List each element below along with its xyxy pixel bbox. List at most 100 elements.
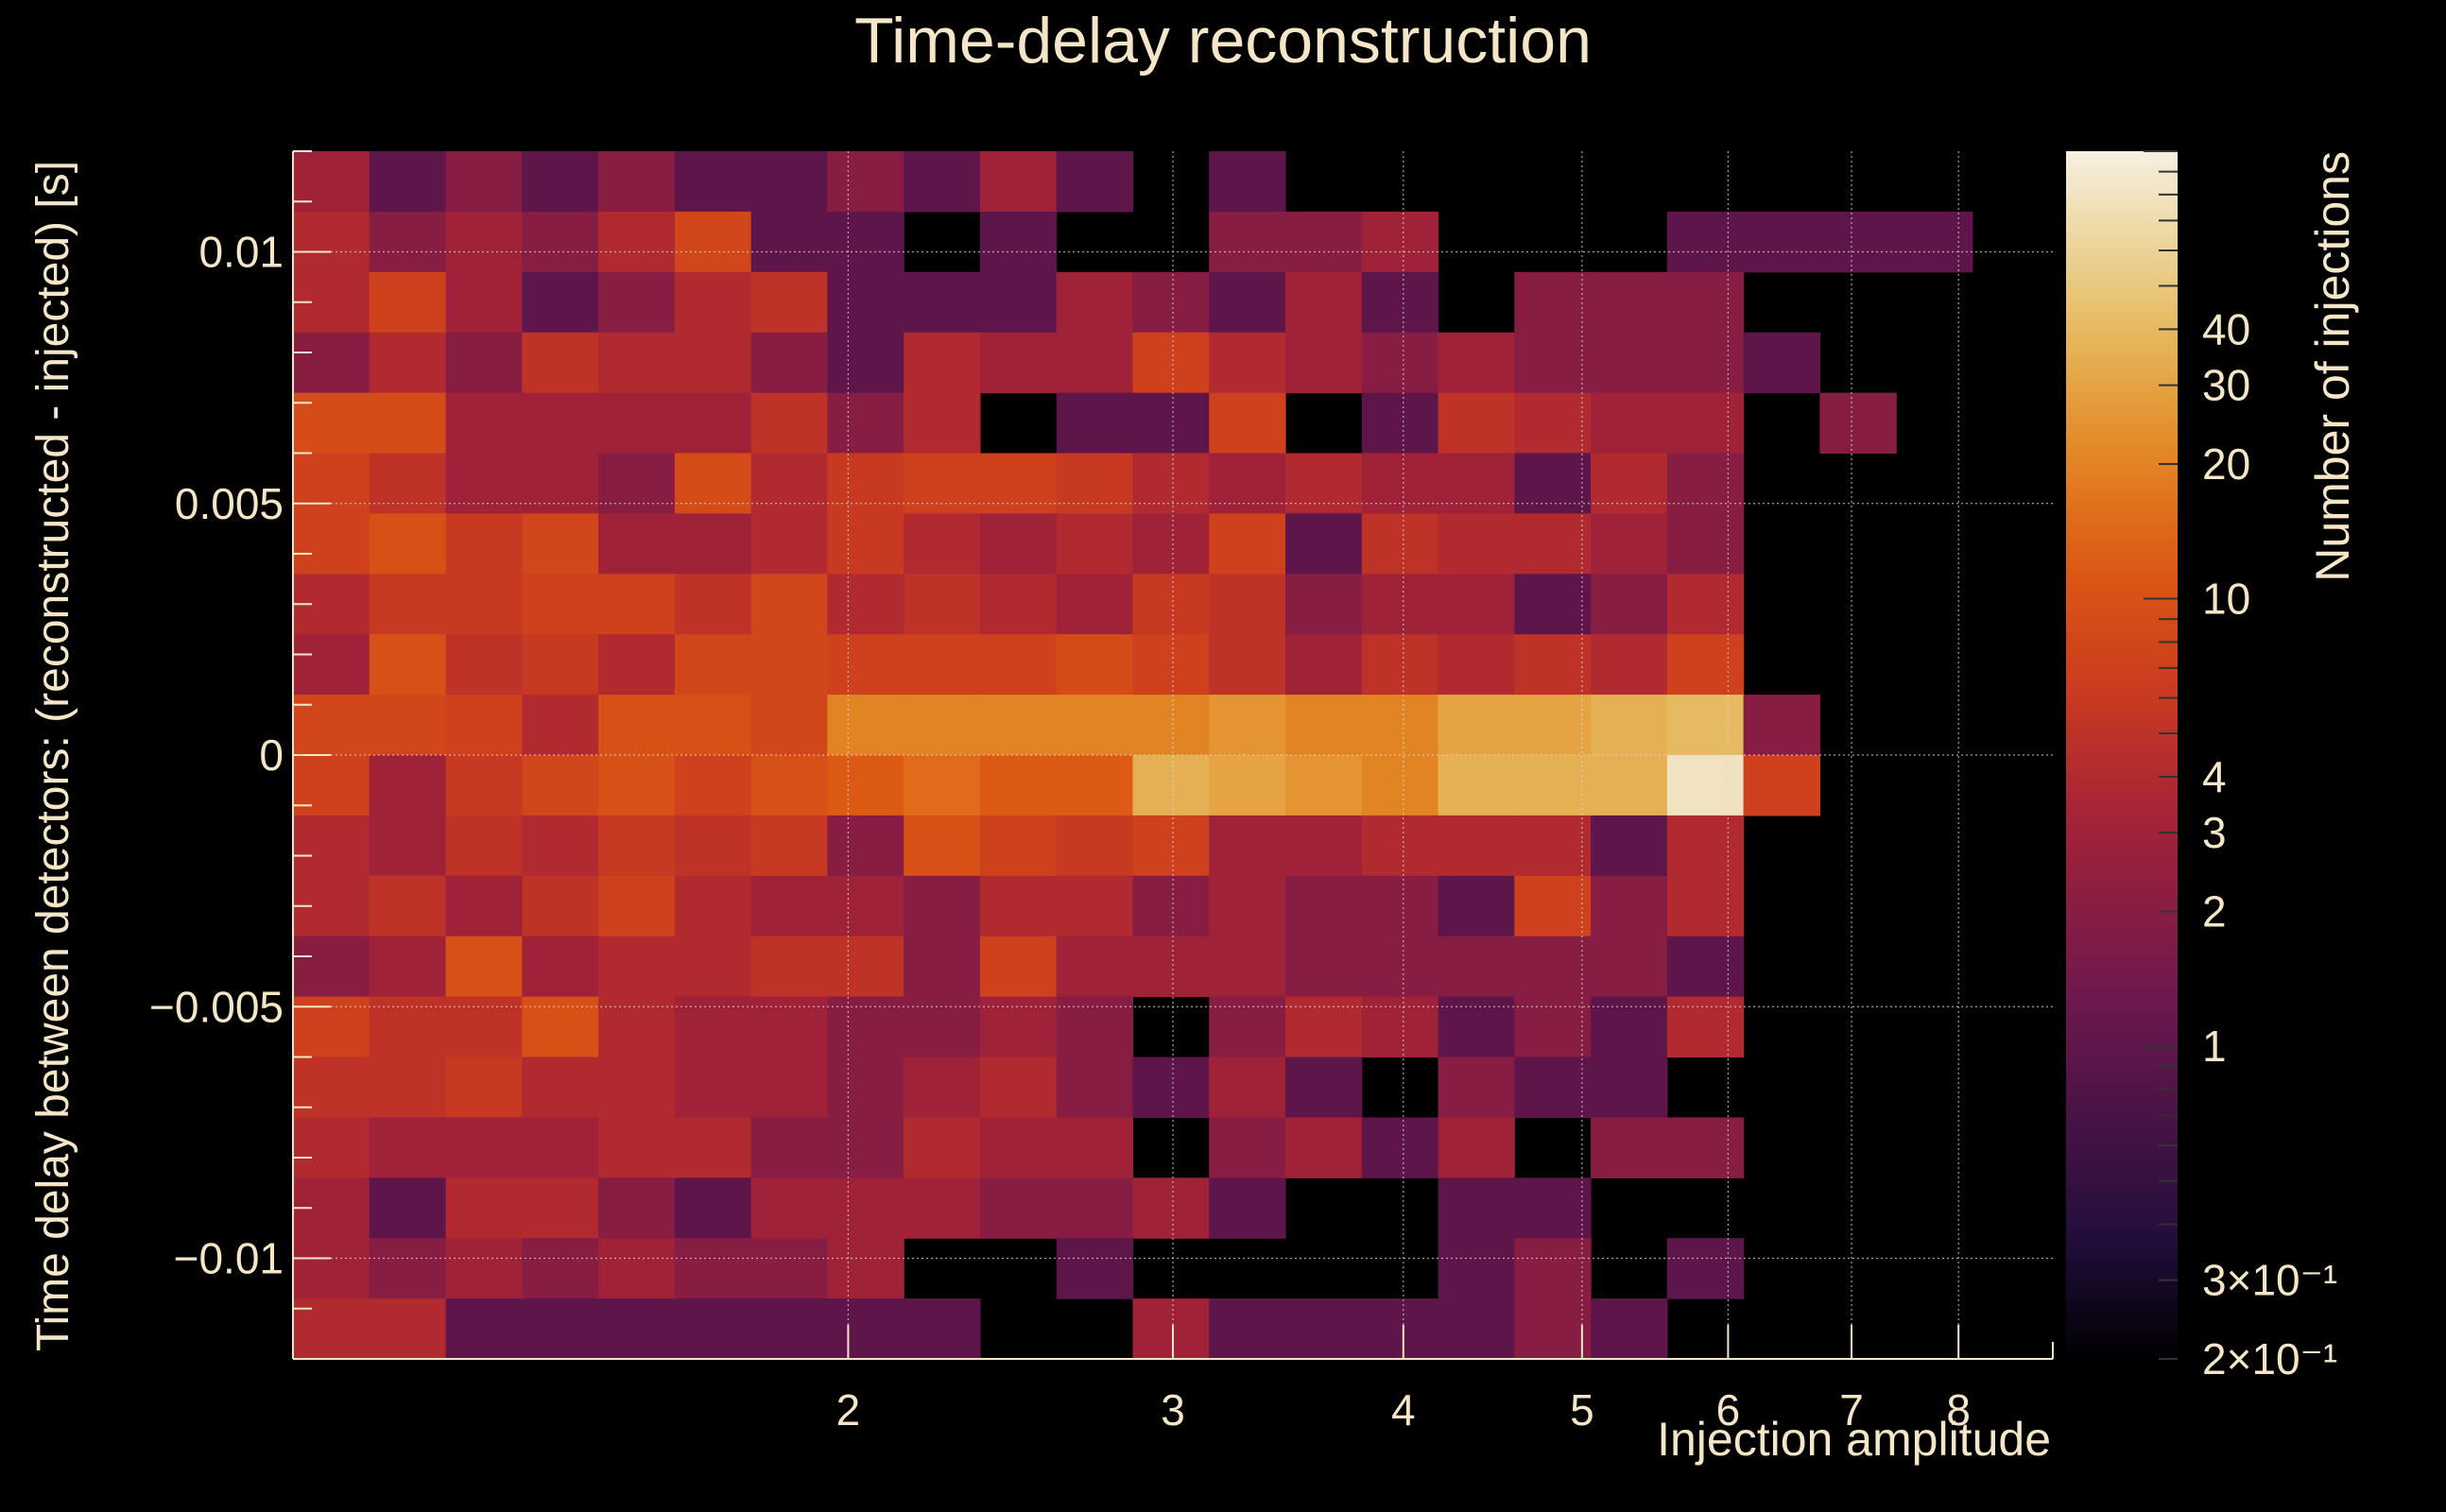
heatmap-cell	[1285, 1117, 1363, 1178]
heatmap-cell	[674, 574, 752, 635]
heatmap-cell	[369, 453, 447, 514]
heatmap-cell	[1209, 815, 1286, 877]
heatmap-cell	[1056, 634, 1134, 696]
heatmap-cell	[750, 332, 828, 394]
heatmap-cell	[1438, 996, 1515, 1058]
heatmap-cell	[979, 815, 1058, 877]
heatmap-cell	[1132, 332, 1210, 394]
heatmap-cell	[598, 513, 676, 575]
heatmap-cell	[979, 271, 1058, 334]
chart-title: Time-delay reconstruction	[854, 5, 1592, 77]
heatmap-cell	[1132, 513, 1210, 575]
x-tick-label: 2	[836, 1385, 861, 1435]
heatmap-cell	[1285, 271, 1363, 334]
heatmap-cell	[1591, 755, 1668, 816]
heatmap-cell	[1361, 453, 1439, 514]
heatmap-cell	[598, 875, 676, 937]
heatmap-cell	[1056, 1057, 1134, 1118]
heatmap-cell	[1056, 996, 1134, 1058]
heatmap-cell	[1438, 1177, 1515, 1239]
heatmap-cell	[445, 513, 523, 575]
heatmap-cell	[522, 1117, 599, 1178]
heatmap-cell	[904, 513, 981, 575]
heatmap-cell	[522, 392, 599, 455]
heatmap-cell	[1285, 815, 1363, 877]
heatmap-cell	[1209, 513, 1286, 575]
heatmap-cell	[1514, 332, 1592, 394]
heatmap-cell	[750, 513, 828, 575]
heatmap-cell	[904, 1298, 981, 1360]
heatmap-cell	[1209, 1177, 1286, 1239]
heatmap-cell	[369, 271, 447, 334]
heatmap-cell	[598, 936, 676, 998]
heatmap-cell	[445, 634, 523, 696]
heatmap-cell	[522, 271, 599, 334]
heatmap-cell	[1361, 996, 1439, 1058]
heatmap-cell	[1666, 695, 1745, 756]
heatmap-cell	[904, 332, 981, 394]
heatmap-cell	[1132, 875, 1210, 937]
heatmap-cell	[1743, 755, 1820, 816]
heatmap-cell	[1743, 211, 1820, 273]
heatmap-cell	[1666, 815, 1745, 877]
heatmap-cell	[522, 211, 599, 273]
heatmap-cell	[827, 513, 904, 575]
heatmap-cell	[1132, 1177, 1210, 1239]
heatmap-cell	[1591, 1298, 1668, 1360]
heatmap-cell	[1438, 1117, 1515, 1178]
heatmap-cell	[369, 332, 447, 394]
heatmap-cell	[1132, 1057, 1210, 1118]
heatmap-cell	[522, 332, 599, 394]
heatmap-cell	[1438, 1298, 1515, 1360]
heatmap-cell	[598, 755, 676, 816]
heatmap-cell	[904, 996, 981, 1058]
heatmap-cell	[598, 392, 676, 455]
heatmap-cell	[1209, 211, 1286, 273]
heatmap-cell	[1132, 453, 1210, 514]
heatmap-cell	[674, 1238, 752, 1299]
heatmap-cell	[1438, 695, 1515, 756]
heatmap-cell	[1514, 1057, 1592, 1118]
heatmap-cell	[750, 574, 828, 635]
heatmap-cell	[598, 332, 676, 394]
heatmap-cell	[750, 875, 828, 937]
heatmap-cell	[1132, 695, 1210, 756]
heatmap-cell	[522, 755, 599, 816]
heatmap-cell	[522, 1238, 599, 1299]
heatmap-cell	[1666, 634, 1745, 696]
heatmap-cell	[1514, 695, 1592, 756]
heatmap-cell	[1132, 392, 1210, 455]
gridlines	[293, 151, 2053, 1359]
heatmap-cell	[598, 151, 676, 213]
heatmap-cell	[1666, 453, 1745, 514]
heatmap-cell	[1285, 1298, 1363, 1360]
heatmap-cell	[445, 392, 523, 455]
heatmap-cell	[1056, 151, 1134, 213]
heatmap-cell	[445, 996, 523, 1058]
heatmap-cell	[1514, 634, 1592, 696]
heatmap-cell	[979, 755, 1058, 816]
heatmap-cell	[522, 936, 599, 998]
heatmap-cell	[1591, 936, 1668, 998]
heatmap-cell	[1591, 875, 1668, 937]
colorbar-tick-label: 10	[2202, 575, 2250, 624]
heatmap-cell	[904, 392, 981, 455]
heatmap-cell	[750, 1117, 828, 1178]
heatmap-cell	[522, 1298, 599, 1360]
y-tick-label: −0.01	[174, 1234, 284, 1283]
x-axis-ticks: 2 3 4 5 6 7 8	[292, 1325, 2054, 1435]
colorbar-tick-label: 40	[2202, 304, 2250, 353]
heatmap-cell	[369, 634, 447, 696]
heatmap-cell	[674, 996, 752, 1058]
heatmap-cell	[1591, 1117, 1668, 1178]
heatmap-cell	[674, 332, 752, 394]
heatmap-cell	[827, 695, 904, 756]
heatmap-cell	[1285, 453, 1363, 514]
x-tick-label: 8	[1946, 1385, 1971, 1435]
heatmap-cell	[1591, 1057, 1668, 1118]
heatmap-cell	[1209, 695, 1286, 756]
colorbar-tick-label: 1	[2202, 1022, 2227, 1071]
heatmap-cell	[904, 875, 981, 937]
heatmap-cell	[1666, 392, 1745, 455]
heatmap-cell	[445, 211, 523, 273]
